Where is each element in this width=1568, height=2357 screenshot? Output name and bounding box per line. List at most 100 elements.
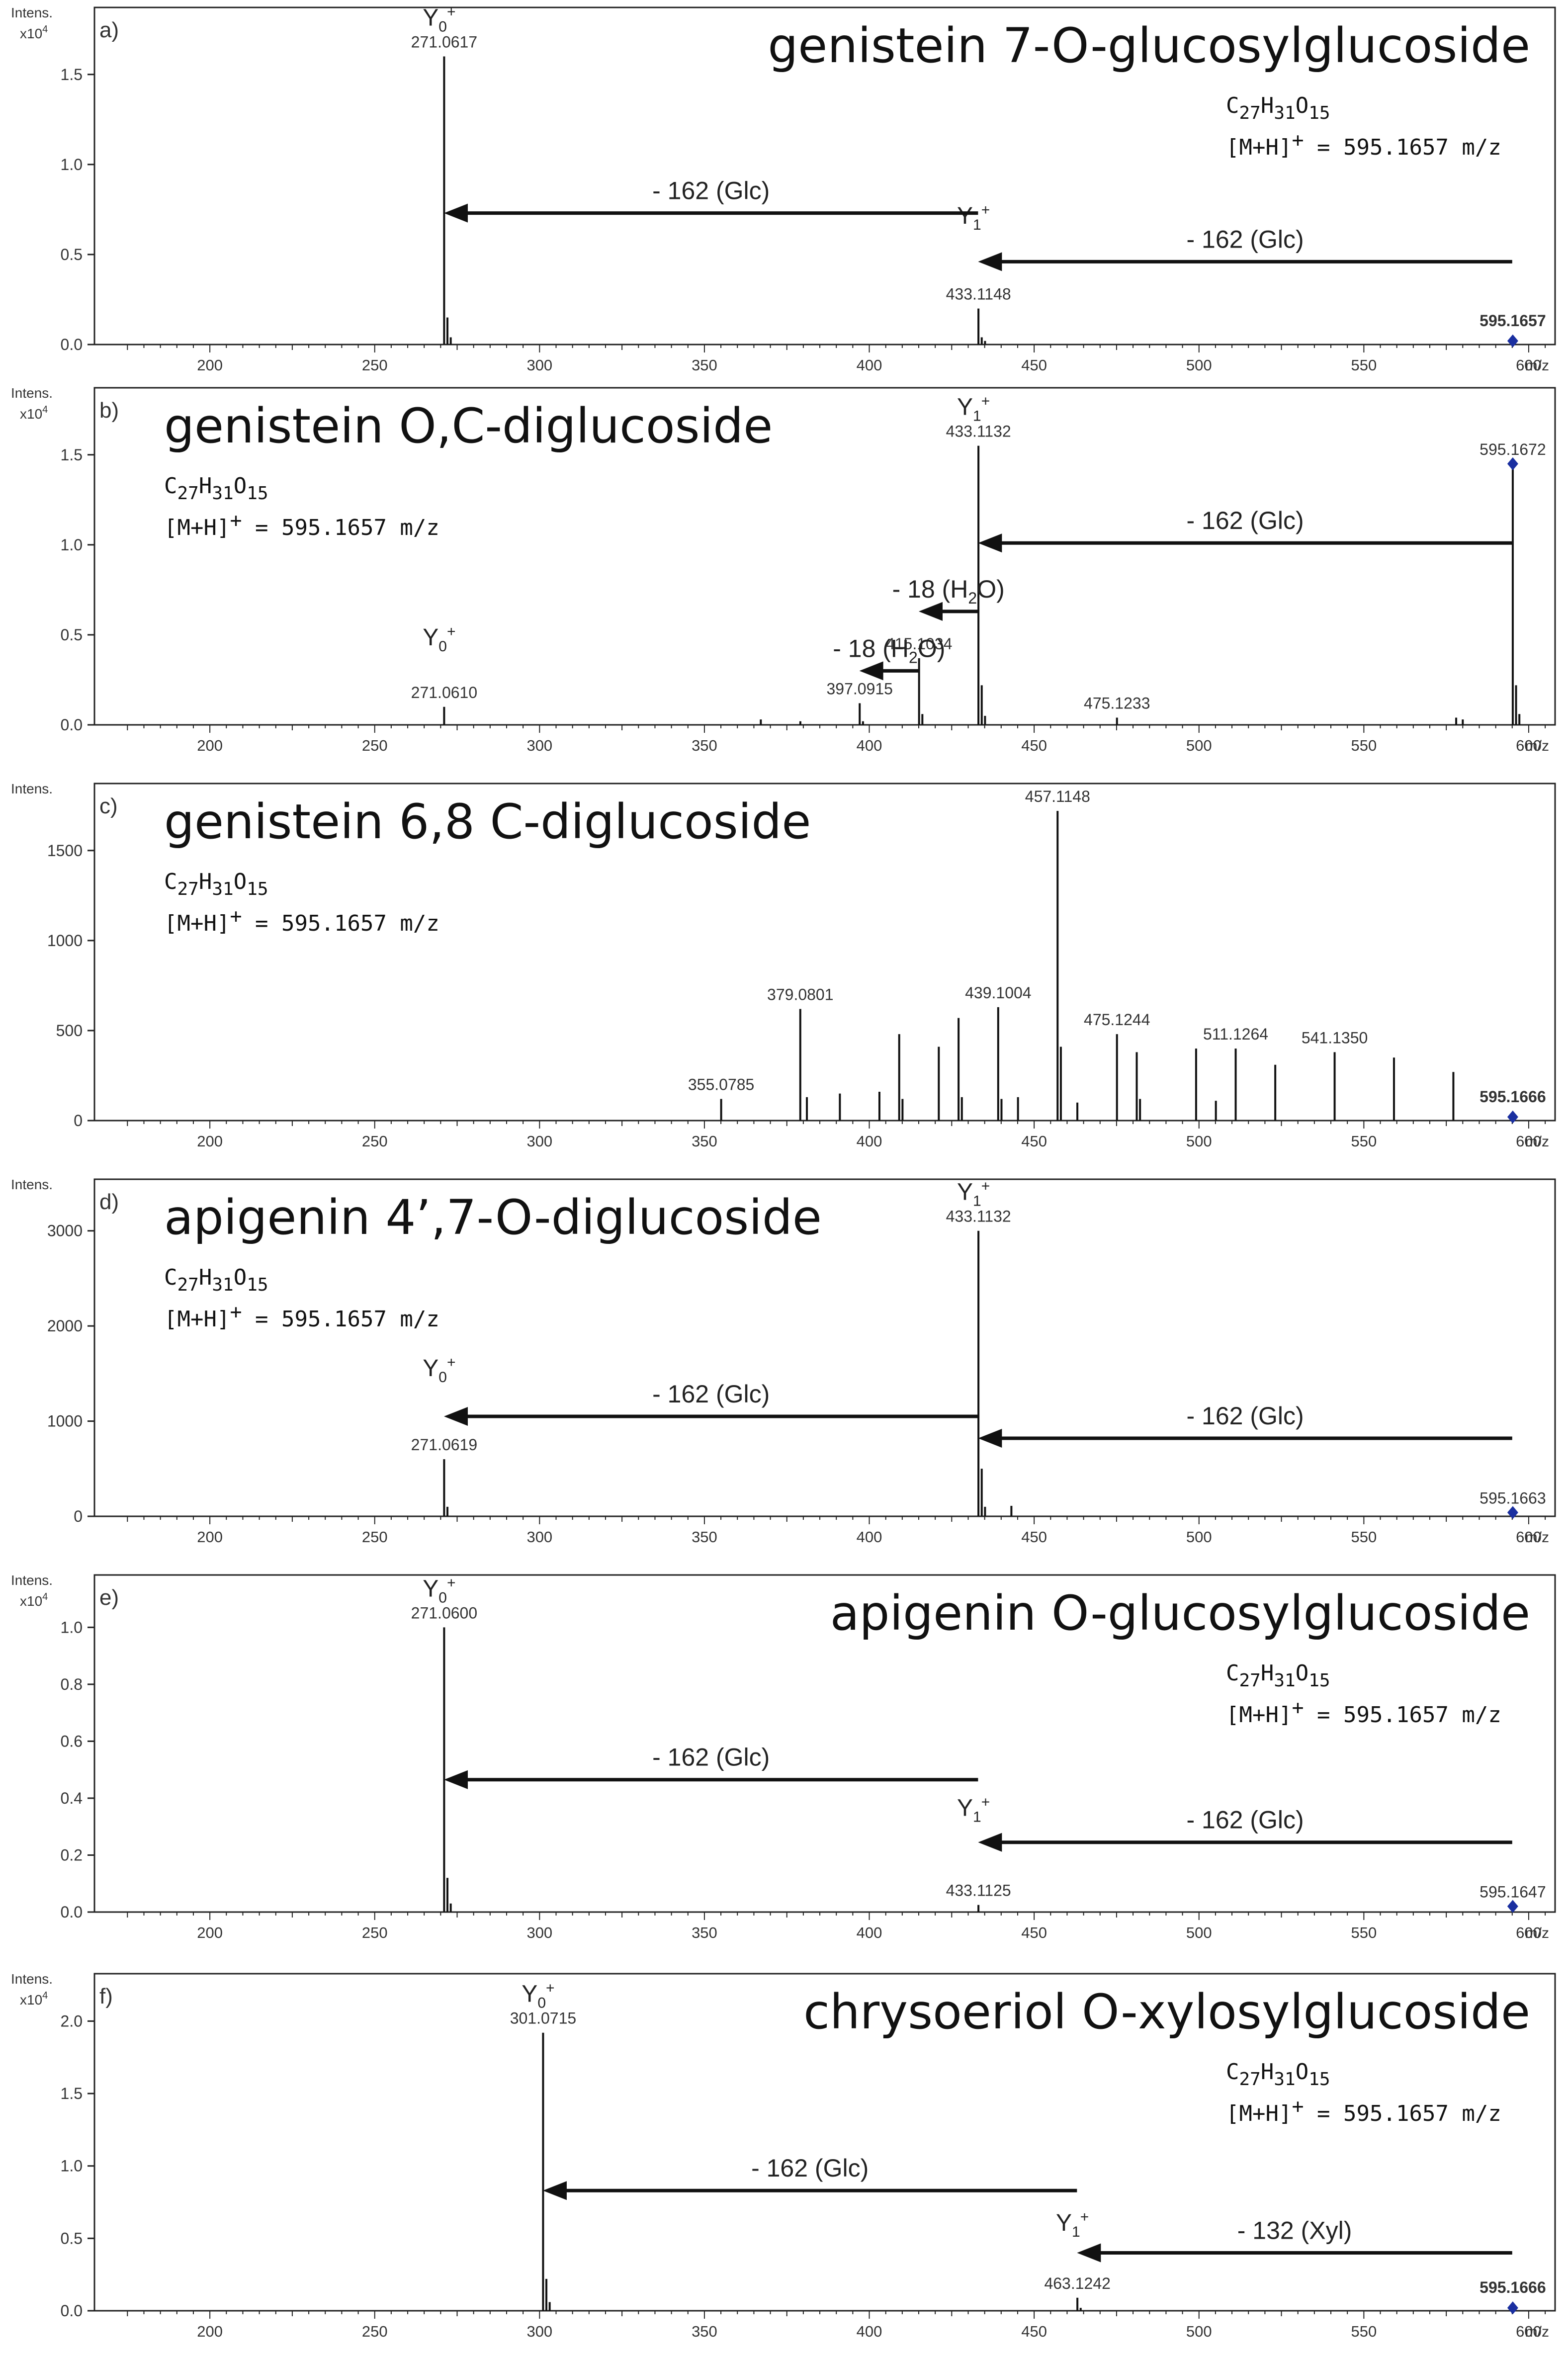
y-axis-label: Intens. xyxy=(11,5,53,20)
panel-f: Intens. x104 0.0 0.5 1.0 1.5 2.0 200 250 300 350 40… xyxy=(11,1971,1556,2340)
precursor-mz: [M+H]+ = 595.1657 m/z xyxy=(164,509,439,540)
panel-c: Intens. 0 500 1000 1500 200 250 300 350 400 450 500… xyxy=(11,781,1556,1150)
loss-label: - 162 (Glc) xyxy=(1187,225,1304,253)
y-tick-label: 0.5 xyxy=(61,246,83,263)
loss-label: - 162 (Glc) xyxy=(652,1744,770,1771)
arrow-left-icon xyxy=(542,2181,567,2200)
plot-frame xyxy=(93,783,1556,1122)
arrow-left-icon xyxy=(978,533,1002,553)
arrow-left-icon xyxy=(919,602,943,621)
y-axis-label: Intens. xyxy=(11,385,53,401)
loss-label: - 18 (H2O) xyxy=(892,575,1005,607)
arrow-left-icon xyxy=(859,661,883,681)
precursor-mz: [M+H]+ = 595.1657 m/z xyxy=(1226,129,1501,160)
y-tick-label: 2000 xyxy=(47,1317,83,1335)
x-tick-label: 250 xyxy=(362,1924,388,1941)
plot-frame xyxy=(93,1574,1556,1913)
arrow-left-icon xyxy=(978,252,1002,271)
peak-label: 433.1132 xyxy=(946,423,1011,440)
precursor-diamond-icon xyxy=(1507,1506,1518,1519)
peak-label: 271.0617 xyxy=(411,33,477,51)
x-tick-label: 500 xyxy=(1186,1924,1212,1941)
y-axis-label: Intens. xyxy=(11,1971,53,1987)
x-tick-label: 200 xyxy=(197,1528,223,1546)
x-tick-label: 250 xyxy=(362,1528,388,1546)
loss-label: - 162 (Glc) xyxy=(652,1380,770,1408)
loss-label: - 132 (Xyl) xyxy=(1237,2216,1352,2244)
precursor-mz: [M+H]+ = 595.1657 m/z xyxy=(164,1301,439,1332)
x-tick-label: 450 xyxy=(1021,1528,1047,1546)
y-tick-label: 0.0 xyxy=(61,716,83,734)
x-tick-label: 200 xyxy=(197,356,223,374)
loss-label: - 162 (Glc) xyxy=(1187,1402,1304,1430)
y-tick-label: 1.0 xyxy=(61,2157,83,2175)
loss-label: - 162 (Glc) xyxy=(751,2154,869,2182)
y-tick-label: 3000 xyxy=(47,1222,83,1240)
y-tick-label: 1000 xyxy=(47,1412,83,1430)
peak-label: 433.1148 xyxy=(946,285,1011,303)
y-tick-label: 0.0 xyxy=(61,1903,83,1921)
y-tick-label: 0 xyxy=(74,1507,83,1525)
arrow-left-icon xyxy=(443,203,468,223)
x-axis-label: m/z xyxy=(1525,738,1549,754)
plot-frame xyxy=(93,1178,1556,1517)
x-tick-label: 500 xyxy=(1186,1133,1212,1150)
peak-label: 271.0610 xyxy=(411,684,477,701)
x-tick-label: 350 xyxy=(692,356,717,374)
y-axis-label: Intens. xyxy=(11,1177,53,1192)
x-tick-label: 350 xyxy=(692,1528,717,1546)
x-tick-label: 450 xyxy=(1021,1924,1047,1941)
x-tick-label: 450 xyxy=(1021,356,1047,374)
panel-a: Intens. x104 0.0 0.5 1.0 1.5 200 250 300 350 400 45… xyxy=(11,4,1556,374)
loss-label: - 18 (H2O) xyxy=(833,634,945,666)
x-tick-label: 250 xyxy=(362,356,388,374)
peak-label: 595.1672 xyxy=(1480,440,1546,458)
panel-e: Intens. x104 0.0 0.2 0.4 0.6 0.8 1.0 200 250 300 35… xyxy=(11,1572,1556,1941)
x-tick-label: 550 xyxy=(1351,1528,1377,1546)
arrow-left-icon xyxy=(443,1407,468,1426)
ion-label: Y1+ xyxy=(957,1178,990,1210)
ion-label: Y0+ xyxy=(423,623,455,655)
x-tick-label: 550 xyxy=(1351,1924,1377,1941)
panel-label: e) xyxy=(99,1585,119,1610)
precursor-diamond-icon xyxy=(1507,2301,1518,2315)
x-tick-label: 500 xyxy=(1186,1528,1212,1546)
x-tick-label: 500 xyxy=(1186,2323,1212,2340)
plot-frame xyxy=(93,6,1556,346)
peak-label: 271.0600 xyxy=(411,1604,477,1622)
ion-label: Y1+ xyxy=(957,1794,990,1825)
peak-label: 271.0619 xyxy=(411,1436,477,1454)
peak-label: 433.1132 xyxy=(946,1208,1011,1225)
x-tick-label: 200 xyxy=(197,2323,223,2340)
x-tick-label: 300 xyxy=(526,1924,552,1941)
y-scale-label: x104 xyxy=(20,1990,48,2008)
y-scale-label: x104 xyxy=(20,24,48,41)
x-tick-label: 450 xyxy=(1021,2323,1047,2340)
y-tick-label: 0.5 xyxy=(61,626,83,644)
x-axis-label: m/z xyxy=(1525,357,1549,374)
x-tick-label: 450 xyxy=(1021,1133,1047,1150)
precursor-diamond-icon xyxy=(1507,1110,1518,1124)
ion-label: Y0+ xyxy=(423,1354,455,1386)
y-tick-label: 1.0 xyxy=(61,536,83,554)
molecular-formula: C27H31O15 xyxy=(1226,2059,1330,2090)
molecular-formula: C27H31O15 xyxy=(164,869,268,899)
x-tick-label: 300 xyxy=(526,2323,552,2340)
peak-label: 433.1125 xyxy=(946,1882,1011,1900)
x-tick-label: 350 xyxy=(692,1924,717,1941)
molecular-formula: C27H31O15 xyxy=(1226,1660,1330,1691)
arrow-left-icon xyxy=(1077,2243,1101,2263)
y-tick-label: 1.5 xyxy=(61,446,83,464)
x-axis-label: m/z xyxy=(1525,2324,1549,2340)
precursor-diamond-icon xyxy=(1507,1900,1518,1913)
x-tick-label: 400 xyxy=(857,1924,882,1941)
x-tick-label: 300 xyxy=(526,737,552,754)
peak-label: 595.1666 xyxy=(1480,2278,1546,2296)
x-tick-label: 550 xyxy=(1351,2323,1377,2340)
y-tick-label: 1.5 xyxy=(61,66,83,84)
x-tick-label: 400 xyxy=(857,1528,882,1546)
panel-label: a) xyxy=(99,18,119,42)
peak-label: 439.1004 xyxy=(965,984,1031,1002)
x-tick-label: 350 xyxy=(692,2323,717,2340)
compound-title: apigenin 4’,7-O-diglucoside xyxy=(164,1190,822,1245)
